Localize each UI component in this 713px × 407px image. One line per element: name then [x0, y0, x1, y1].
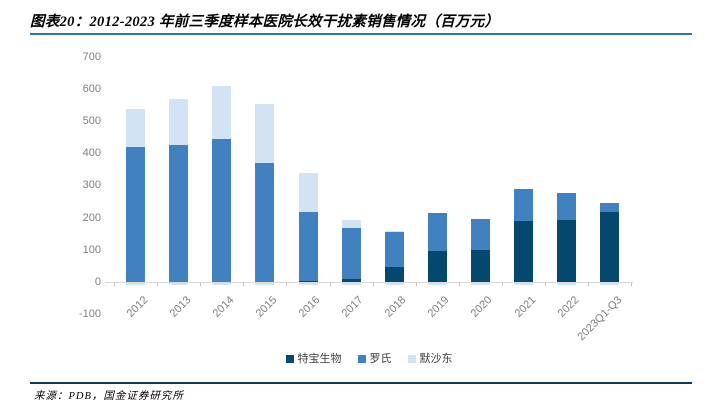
below-axis-sliver [341, 282, 361, 285]
bar-segment-2019-s0 [427, 250, 447, 282]
x-axis-tick [157, 283, 159, 286]
x-axis-tick [372, 283, 374, 286]
x-axis-tick [588, 283, 590, 286]
below-axis-sliver [470, 282, 490, 285]
legend-swatch-icon [407, 355, 416, 363]
bar-segment-2013-s1 [169, 145, 189, 282]
bar-segment-2018-s0 [384, 266, 404, 282]
x-axis-tick [243, 283, 245, 286]
bar-segment-2021-s1 [514, 188, 533, 221]
x-axis-tick [501, 283, 503, 286]
bar-segment-2022-s1 [557, 192, 577, 221]
title-divider-line [30, 33, 692, 35]
x-axis-tick [286, 283, 288, 286]
bar-segment-2012-s2 [126, 108, 146, 147]
x-axis-line [105, 282, 633, 283]
y-tick-label: 700 [82, 50, 101, 63]
bar-segment-2014-s1 [212, 138, 232, 282]
bar-segment-2017-s2 [341, 220, 361, 229]
source-note: 来源：PDB，国金证券研究所 [34, 391, 184, 402]
bar-segment-2018-s2 [384, 230, 404, 233]
footer-divider-line [30, 382, 692, 384]
below-axis-sliver [212, 282, 232, 285]
below-axis-sliver [557, 282, 577, 285]
bar-segment-2020-s0 [470, 249, 490, 282]
chart-legend: 特宝生物 罗氏 默沙东 [105, 351, 633, 367]
below-axis-sliver [298, 282, 318, 285]
y-tick-label: -100 [78, 308, 101, 321]
figure-title: 图表20：2012-2023 年前三季度样本医院长效干扰素销售情况（百万元） [30, 14, 500, 30]
x-axis-tick [631, 283, 633, 286]
legend-swatch-icon [285, 355, 294, 363]
bar-segment-2023Q1-Q3-s1 [600, 203, 620, 212]
y-tick-label: 300 [82, 179, 101, 192]
y-tick-label: 100 [82, 243, 101, 256]
x-axis-tick [415, 283, 417, 286]
legend-item-1: 罗氏 [357, 353, 392, 365]
x-axis-tick [200, 283, 202, 286]
bar-segment-2016-s1 [298, 212, 318, 282]
bar-segment-2017-s0 [341, 279, 361, 282]
legend-label: 特宝生物 [297, 353, 342, 365]
bar-segment-2018-s1 [384, 232, 404, 267]
bar-segment-2019-s1 [427, 213, 447, 251]
legend-item-2: 默沙东 [407, 353, 453, 365]
bar-segment-2023Q1-Q3-s0 [600, 211, 620, 282]
bar-segment-2016-s0 [298, 281, 318, 282]
below-axis-sliver [427, 282, 447, 285]
bar-segment-2021-s0 [514, 220, 533, 282]
below-axis-sliver [169, 282, 189, 285]
below-axis-sliver [514, 282, 533, 285]
y-tick-label: 600 [82, 82, 101, 95]
x-axis-tick [329, 283, 331, 286]
bar-segment-2012-s1 [126, 146, 146, 282]
bar-segment-2014-s2 [212, 86, 232, 139]
y-tick-label: 0 [94, 276, 101, 288]
bar-segment-2016-s2 [298, 172, 318, 213]
below-axis-sliver [126, 282, 146, 285]
bar-segment-2020-s1 [470, 219, 490, 250]
y-tick-label: 500 [82, 115, 101, 127]
bar-segment-2017-s1 [341, 228, 361, 280]
y-tick-label: 400 [82, 147, 101, 160]
x-axis-tick [545, 283, 547, 286]
x-axis-tick [114, 283, 116, 286]
x-axis-tick [458, 283, 460, 286]
below-axis-sliver [600, 282, 620, 285]
legend-label: 罗氏 [369, 353, 392, 365]
bar-segment-2015-s1 [255, 162, 275, 282]
legend-swatch-icon [357, 355, 366, 363]
bar-segment-2013-s2 [169, 99, 189, 146]
bar-segment-2022-s0 [557, 220, 577, 282]
y-tick-label: 200 [82, 211, 101, 224]
legend-item-0: 特宝生物 [285, 353, 342, 365]
below-axis-sliver [384, 282, 404, 285]
below-axis-sliver [255, 282, 275, 285]
bar-segment-2015-s2 [255, 103, 275, 163]
legend-label: 默沙东 [419, 353, 453, 365]
